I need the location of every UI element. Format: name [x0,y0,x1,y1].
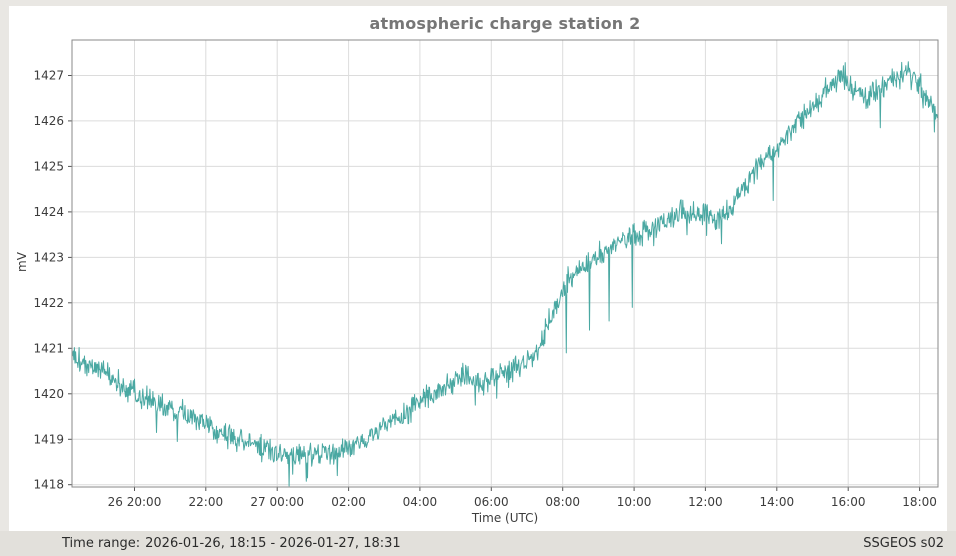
data-series-line [72,61,938,487]
y-tick-label: 1420 [33,387,64,401]
y-tick-label: 1425 [33,159,64,173]
x-tick-label: 08:00 [545,495,580,509]
y-tick-label: 1423 [33,250,64,264]
x-tick-label: 26 20:00 [108,495,162,509]
y-tick-label: 1419 [33,432,64,446]
x-tick-label: 02:00 [331,495,366,509]
chart-title: atmospheric charge station 2 [369,14,641,33]
x-tick-label: 12:00 [688,495,723,509]
y-tick-label: 1427 [33,69,64,83]
x-tick-label: 18:00 [902,495,937,509]
y-tick-label: 1424 [33,205,64,219]
time-range-value: 2026-01-26, 18:15 - 2026-01-27, 18:31 [145,536,401,551]
x-tick-label: 14:00 [760,495,795,509]
plot-svg: 1418 1419 1420 1421 1422 1423 1424 1425 1426 1427… [33,39,939,509]
time-range-label: Time range: [62,536,141,551]
x-tick-label: 06:00 [474,495,509,509]
station-id-text: SSGEOS s02 [863,536,944,551]
time-range-text: Time range: 2026-01-26, 18:15 - 2026-01-… [62,536,401,551]
y-tick-label: 1422 [33,296,64,310]
x-axis-label: Time (UTC) [471,511,539,525]
chart-figure: atmospheric charge station 2 mV Time (UT… [9,6,947,531]
x-tick-label: 04:00 [403,495,438,509]
y-tick-label: 1426 [33,114,64,128]
x-tick-label: 10:00 [617,495,652,509]
plot-frame [71,39,939,488]
x-tick-label: 27 00:00 [250,495,304,509]
y-tick-label: 1418 [33,478,64,492]
x-tick-label: 22:00 [189,495,224,509]
x-tick-label: 16:00 [831,495,866,509]
status-bar: Time range: 2026-01-26, 18:15 - 2026-01-… [0,531,956,556]
y-tick-label: 1421 [33,341,64,355]
